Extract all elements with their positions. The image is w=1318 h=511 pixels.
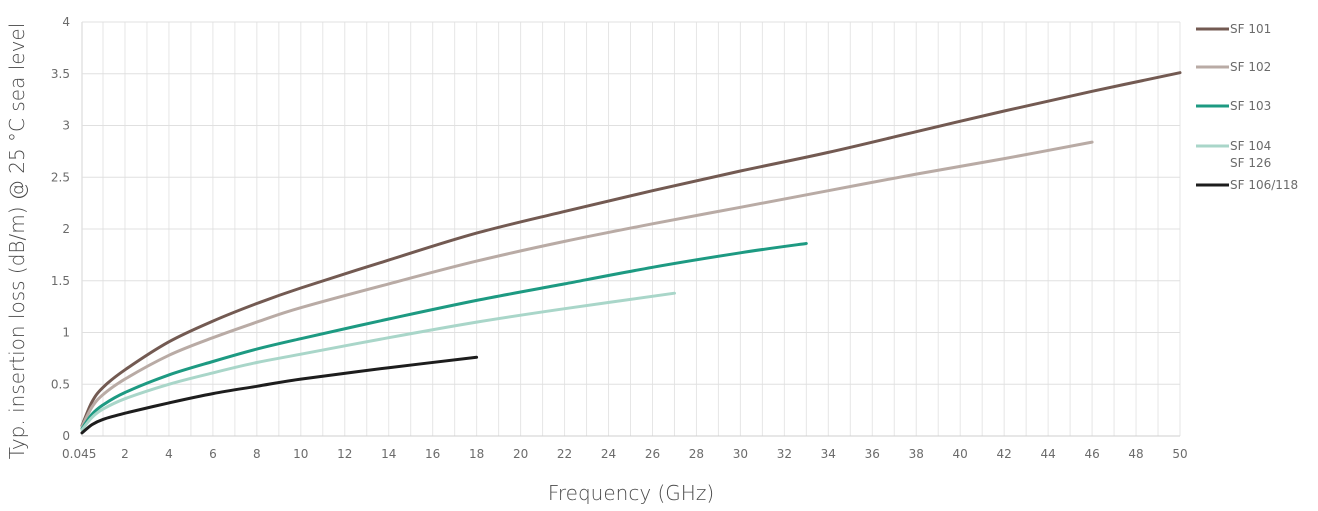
y-tick-label: 2.5 (51, 170, 70, 184)
y-tick-label: 2 (62, 222, 70, 236)
x-tick-label: 34 (821, 447, 836, 461)
series-line-1 (80, 71, 1182, 428)
legend: SF 101 SF 102 SF 103 SF 104 SF 126 SF 106/118 (1196, 22, 1298, 192)
series-line-4 (80, 291, 676, 432)
x-tick-label: 12 (337, 447, 352, 461)
x-tick-label: 42 (997, 447, 1012, 461)
legend-label: SF 102 (1230, 60, 1271, 74)
x-tick-label: 6 (209, 447, 217, 461)
y-tick-label: 4 (62, 15, 70, 29)
x-tick-label: 24 (601, 447, 616, 461)
x-tick-label: 16 (425, 447, 440, 461)
x-tick-label: 2 (121, 447, 129, 461)
x-tick-label: 32 (777, 447, 792, 461)
x-tick-label: 30 (733, 447, 748, 461)
y-axis-title: Typ. insertion loss (dB/m) @ 25 °C sea l… (5, 23, 29, 460)
legend-label: SF 101 (1230, 22, 1271, 36)
series-line-5 (80, 355, 479, 435)
legend-label: SF 106/118 (1230, 178, 1298, 192)
legend-label-line2: SF 126 (1230, 156, 1271, 170)
x-tick-label: 14 (381, 447, 396, 461)
x-tick-label: 38 (909, 447, 924, 461)
x-tick-label: 26 (645, 447, 660, 461)
x-tick-label: 40 (953, 447, 968, 461)
y-tick-label: 3 (62, 119, 70, 133)
y-tick-label: 1 (62, 326, 70, 340)
x-tick-label: 20 (513, 447, 528, 461)
y-tick-label: 0 (62, 429, 70, 443)
x-tick-label: 28 (689, 447, 704, 461)
y-tick-label: 3.5 (51, 67, 70, 81)
y-tick-label: 1.5 (51, 274, 70, 288)
x-tick-label: 18 (469, 447, 484, 461)
series-line-3 (80, 242, 808, 431)
x-tick-label: 46 (1084, 447, 1099, 461)
y-tick-label: 0.5 (51, 377, 70, 391)
x-tick-label: 22 (557, 447, 572, 461)
legend-label: SF 104 (1230, 139, 1271, 153)
x-tick-label: 4 (165, 447, 173, 461)
x-tick-label: 44 (1040, 447, 1055, 461)
x-tick-label: 48 (1128, 447, 1143, 461)
x-tick-label: 0.045 (62, 447, 96, 461)
legend-label: SF 103 (1230, 99, 1271, 113)
x-tick-labels: 0.045 2 4 6 8 10 12 14 16 18 20 22 24 26 28 30 32 34 36 38 4… (62, 447, 1188, 461)
x-tick-label: 36 (865, 447, 880, 461)
x-tick-label: 8 (253, 447, 261, 461)
series-line-2 (80, 140, 1094, 429)
y-tick-labels: 0 0.5 1 1.5 2 2.5 3 3.5 4 (51, 15, 70, 443)
x-tick-label: 10 (293, 447, 308, 461)
x-tick-label: 50 (1172, 447, 1187, 461)
x-axis-title: Frequency (GHz) (548, 481, 714, 505)
series-lines (80, 71, 1182, 435)
